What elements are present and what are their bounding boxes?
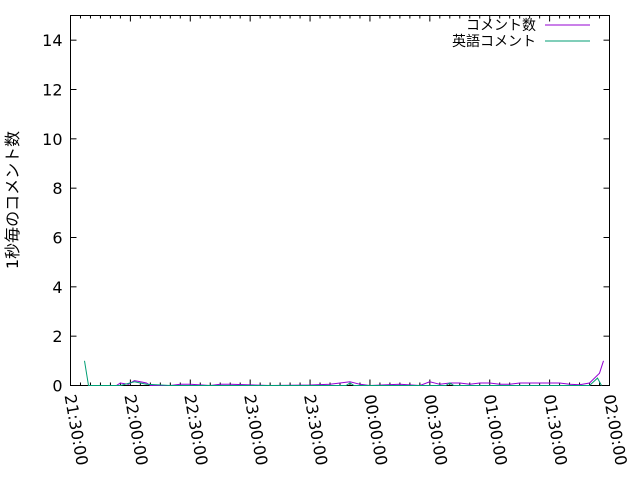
x-tick-label: 01:30:00	[540, 393, 571, 467]
series-line-1	[84, 360, 602, 386]
x-tick-label: 23:30:00	[300, 393, 331, 467]
legend-label: コメント数	[466, 18, 536, 34]
y-tick-label: 4	[52, 278, 62, 297]
y-axis-label: 1秒毎のコメント数	[3, 131, 22, 269]
y-tick-label: 14	[42, 31, 62, 50]
x-tick-label: 22:00:00	[120, 393, 151, 467]
x-tick-label: 00:30:00	[420, 393, 451, 467]
y-tick-label: 12	[42, 81, 62, 100]
y-tick-label: 6	[52, 229, 62, 248]
x-tick-label: 22:30:00	[180, 393, 211, 467]
y-tick-label: 0	[52, 377, 62, 396]
plot-border	[70, 15, 610, 386]
y-tick-label: 2	[52, 327, 62, 346]
x-tick-label: 02:00:00	[600, 393, 631, 467]
x-tick-label: 23:00:00	[240, 393, 271, 467]
y-tick-label: 10	[42, 130, 62, 149]
x-tick-label: 01:00:00	[480, 393, 511, 467]
series-line-0	[98, 360, 604, 387]
x-tick-label: 21:30:00	[61, 393, 92, 467]
y-tick-label: 8	[52, 179, 62, 198]
x-tick-label: 00:00:00	[360, 393, 391, 467]
legend-label: 英語コメント	[452, 33, 536, 50]
